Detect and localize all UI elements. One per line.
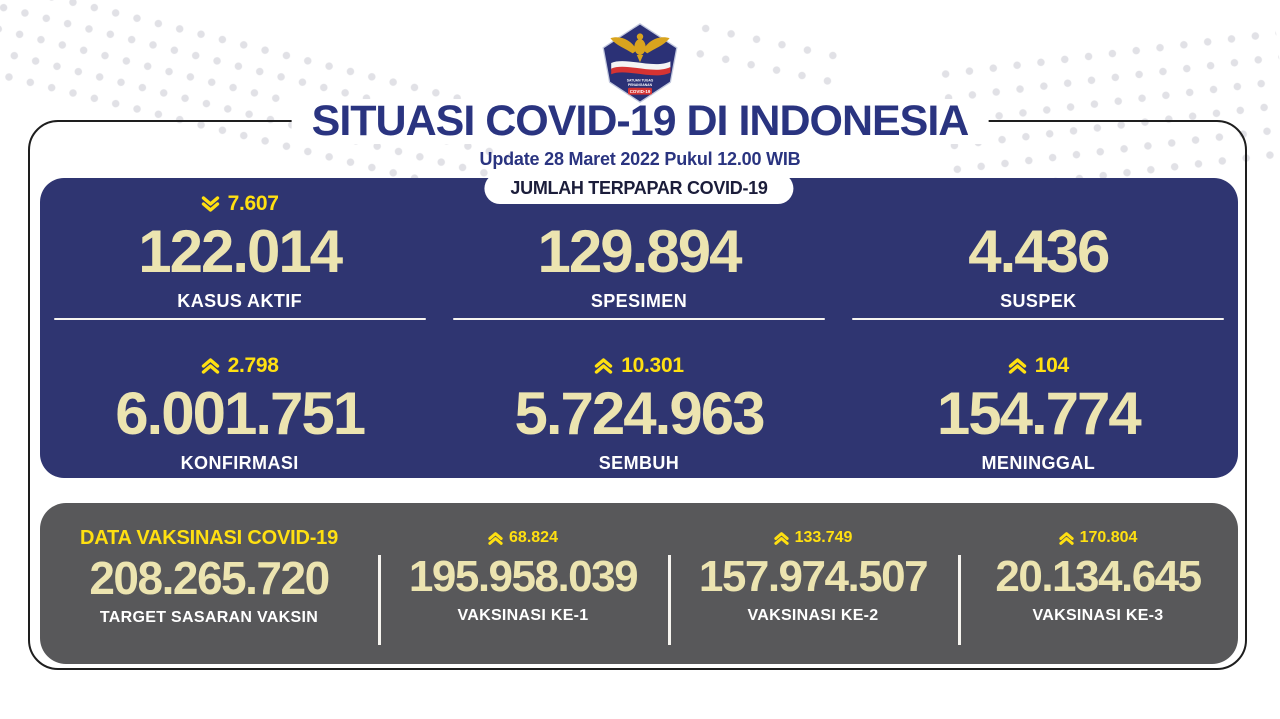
double-chevron-up-icon: [201, 358, 219, 374]
stat-label: KASUS AKTIF: [177, 291, 303, 311]
stat-value: 20.134.645: [995, 552, 1202, 601]
delta-value: 10.301: [621, 354, 684, 377]
vaksinasi-ke-3-delta: 170.804: [1058, 523, 1138, 553]
stat-value: 157.974.507: [698, 552, 929, 601]
stat-value: 208.265.720: [89, 552, 330, 604]
stat-label: TARGET SASARAN VAKSIN: [99, 609, 319, 626]
stat-label: VAKSINASI KE-1: [457, 607, 589, 624]
stat-meninggal: 104 154.774 MENINGGAL: [839, 350, 1238, 474]
stat-label: VAKSINASI KE-3: [1032, 607, 1164, 624]
delta-value: 170.804: [1079, 529, 1138, 546]
stat-label: KONFIRMASI: [180, 453, 299, 473]
double-chevron-up-icon: [595, 358, 613, 374]
delta-value: 104: [1034, 354, 1069, 377]
stat-sembuh: 10.301 5.724.963 SEMBUH: [439, 350, 838, 474]
delta-value: 2.798: [227, 354, 279, 377]
divider: [958, 555, 961, 645]
double-chevron-up-icon: [488, 531, 503, 545]
stat-spesimen: 129.894 SPESIMEN: [439, 188, 838, 320]
stat-label: SPESIMEN: [590, 291, 688, 311]
divider: [378, 555, 381, 645]
stat-label: SEMBUH: [598, 453, 680, 473]
stat-vaksinasi-ke-1: 68.824 195.958.039 VAKSINASI KE-1: [378, 523, 668, 664]
emblem-org-line2: PENANGANAN: [628, 83, 653, 87]
dot-pattern-top-middle: [683, 13, 843, 101]
garuda-icon: [610, 33, 670, 63]
konfirmasi-delta: 2.798: [201, 350, 279, 382]
stat-label: MENINGGAL: [981, 453, 1096, 473]
delta-value: 133.749: [794, 529, 853, 546]
stat-vaksinasi-ke-2: 133.749 157.974.507 VAKSINASI KE-2: [668, 523, 958, 664]
exposure-panel: JUMLAH TERPAPAR COVID-19 7.607 122.014 K…: [40, 173, 1238, 478]
stat-vaksinasi-ke-3: 170.804 20.134.645 VAKSINASI KE-3: [958, 523, 1238, 664]
stat-value: 122.014: [138, 218, 343, 285]
stat-value: 4.436: [968, 218, 1110, 285]
stat-value: 129.894: [537, 218, 743, 285]
update-timestamp: Update 28 Maret 2022 Pukul 12.00 WIB: [479, 149, 801, 169]
satgas-emblem-icon: SATUAN TUGAS PENANGANAN COVID-19: [602, 23, 678, 103]
stat-label: SUSPEK: [1000, 291, 1077, 311]
vaccination-panel: DATA VAKSINASI COVID-19 208.265.720 TARG…: [40, 503, 1238, 664]
divider: [668, 555, 671, 645]
double-chevron-up-icon: [773, 531, 789, 545]
delta-value: 7.607: [227, 192, 279, 215]
exposure-row-2: 2.798 6.001.751 KONFIRMASI 10.301 5.724.…: [40, 350, 1238, 474]
stat-value: 5.724.963: [514, 380, 766, 447]
stat-kasus-aktif: 7.607 122.014 KASUS AKTIF: [40, 188, 439, 320]
page-title: SITUASI COVID-19 DI INDONESIA: [291, 98, 989, 145]
flag-ribbon-icon: [611, 61, 671, 76]
stat-suspek: 4.436 SUSPEK: [839, 188, 1238, 320]
meninggal-delta: 104: [1008, 350, 1069, 382]
stat-value: 154.774: [936, 380, 1142, 447]
stat-target-sasaran-vaksin: DATA VAKSINASI COVID-19 208.265.720 TARG…: [40, 523, 378, 664]
stat-konfirmasi: 2.798 6.001.751 KONFIRMASI: [40, 350, 439, 474]
stat-value: 195.958.039: [408, 552, 639, 601]
stat-label: VAKSINASI KE-2: [747, 607, 879, 624]
sembuh-delta: 10.301: [594, 350, 684, 382]
double-chevron-down-icon: [201, 196, 219, 212]
satgas-covid19-emblem: SATUAN TUGAS PENANGANAN COVID-19: [600, 23, 680, 108]
double-chevron-up-icon: [1008, 358, 1026, 374]
emblem-covid-label: COVID-19: [630, 89, 651, 94]
delta-value: 68.824: [509, 529, 558, 546]
vaksinasi-ke-2-delta: 133.749: [773, 523, 853, 553]
vaccination-heading: DATA VAKSINASI COVID-19: [79, 526, 339, 549]
double-chevron-up-icon: [1058, 531, 1074, 545]
stat-value: 6.001.751: [115, 380, 366, 447]
vaksinasi-ke-1-delta: 68.824: [488, 523, 558, 553]
kasus-aktif-delta: 7.607: [201, 188, 279, 220]
exposure-row-1: 7.607 122.014 KASUS AKTIF 129.894 SPESIM…: [40, 178, 1238, 320]
emblem-org-line1: SATUAN TUGAS: [627, 78, 654, 82]
